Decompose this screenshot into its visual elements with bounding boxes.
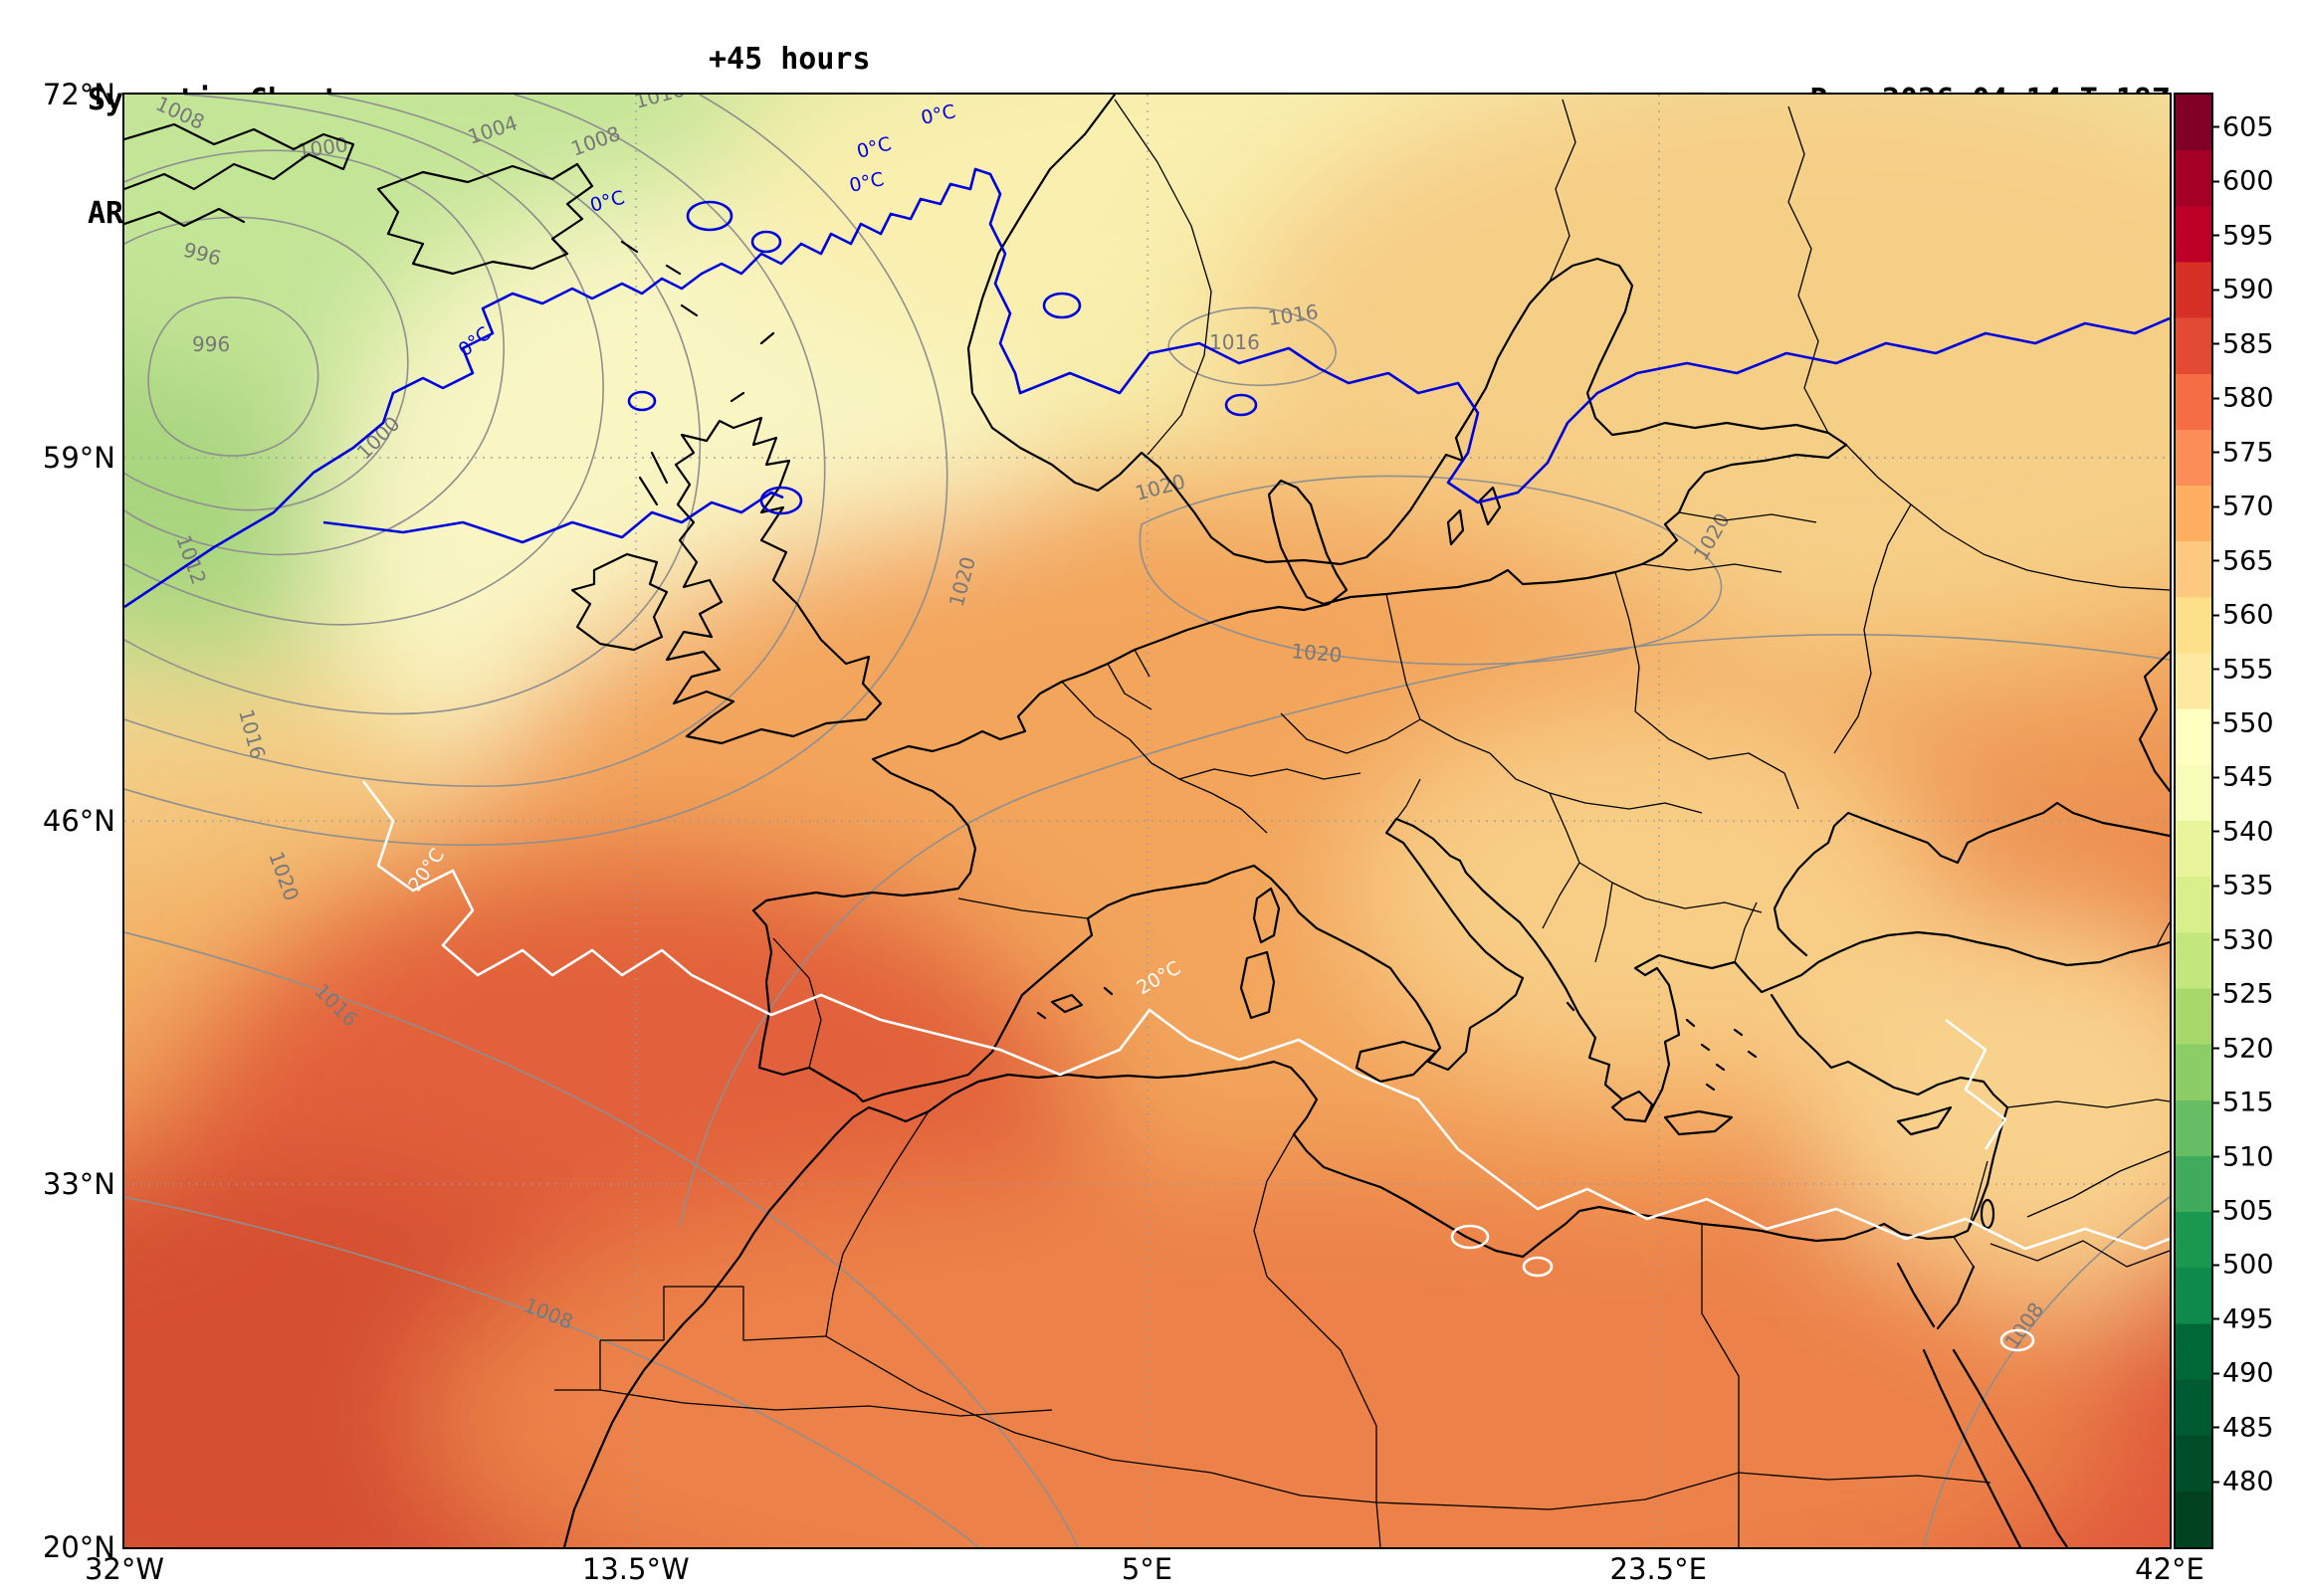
colorbar-tick-label: 495 [2222,1303,2274,1335]
isobar-label: 1020 [1291,639,1344,667]
colorbar-tick-label: 575 [2222,437,2274,469]
colorbar-tick-label: 570 [2222,491,2274,522]
y-tick-label: 72°N [42,78,115,111]
x-tick-label: 5°E [1121,1552,1173,1586]
colorbar-gradient [2176,95,2211,1547]
colorbar-tick-label: 555 [2222,654,2274,686]
isobar-label: 1016 [1209,330,1260,354]
colorbar-tick-label: 605 [2222,111,2274,143]
colorbar-tick-label: 480 [2222,1466,2274,1497]
x-tick-label: 42°E [2135,1552,2204,1586]
map-plot-area: 1008 1000 1004 1008 1016 996 996 1000 10… [122,93,2172,1549]
colorbar-labels: 605 600 595 590 585 580 575 570 565 560 555 550 545 5… [2222,95,2300,1547]
colorbar-tick-label: 540 [2222,816,2274,848]
lead-time-label: +45 hours [709,42,871,77]
country-borders [554,99,2170,1547]
colorbar-tick-label: 535 [2222,870,2274,901]
colorbar-tick-label: 515 [2222,1087,2274,1118]
x-tick-label: 13.5°W [581,1552,690,1586]
y-tick-label: 46°N [42,804,115,838]
colorbar-tick-label: 510 [2222,1141,2274,1173]
colorbar-tick-label: 485 [2222,1412,2274,1444]
colorbar-tick-label: 600 [2222,165,2274,197]
isobar-label: 996 [192,332,230,356]
colorbar-tick-label: 490 [2222,1357,2274,1389]
colorbar-tick-label: 585 [2222,328,2274,360]
colorbar-tick-label: 505 [2222,1195,2274,1227]
x-tick-label: 32°W [84,1552,165,1586]
colorbar-tick-label: 560 [2222,599,2274,631]
colorbar-tick-label: 565 [2222,545,2274,577]
colorbar-tick-label: 595 [2222,220,2274,252]
y-tick-label: 20°N [42,1530,115,1564]
colorbar-tick-label: 550 [2222,707,2274,739]
colorbar-tick-label: 580 [2222,382,2274,414]
colorbar-tick-label: 530 [2222,924,2274,956]
colorbar [2174,93,2213,1549]
colorbar-tick-label: 500 [2222,1249,2274,1281]
colorbar-tick-label: 525 [2222,978,2274,1010]
colorbar-tick-label: 590 [2222,274,2274,305]
colorbar-tick-label: 545 [2222,761,2274,793]
y-tick-label: 33°N [42,1167,115,1201]
y-tick-label: 59°N [42,441,115,475]
y-axis: 72°N 59°N 46°N 33°N 20°N [8,78,115,1564]
coastlines [124,95,2170,1547]
colorbar-tick-label: 520 [2222,1033,2274,1065]
x-tick-label: 23.5°E [1609,1552,1707,1586]
x-axis: 32°W 13.5°W 5°E 23.5°E 42°E [85,1552,2204,1594]
